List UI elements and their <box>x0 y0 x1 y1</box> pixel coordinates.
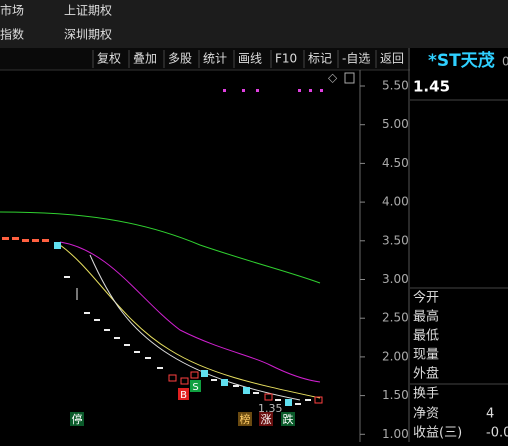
candle <box>22 239 29 242</box>
toolbar-button[interactable]: 统计 <box>203 52 227 66</box>
candle <box>168 374 177 382</box>
price-label: 3.50 <box>382 233 409 247</box>
quote-label: 最高 <box>413 309 439 325</box>
candles <box>2 237 323 406</box>
toolbar-button[interactable]: 叠加 <box>133 52 157 66</box>
toolbar-button[interactable]: 复权 <box>97 52 121 66</box>
quote-value: -0.0 <box>486 426 508 441</box>
candle <box>54 242 61 249</box>
stock-name: *ST天茂 <box>428 50 495 71</box>
ma-line <box>89 254 301 401</box>
candle <box>221 379 228 386</box>
candle <box>32 239 39 242</box>
stock-price: 1.45 <box>413 78 450 96</box>
icon[interactable]: ◇ <box>328 71 338 85</box>
fall-label: 跌 <box>283 412 294 426</box>
quote-label: 收益(三) <box>413 426 462 441</box>
fall-marker <box>281 412 295 426</box>
quote-label: 现量 <box>413 348 439 363</box>
quote-label: 净资 <box>413 407 439 422</box>
candle <box>201 370 208 377</box>
candle <box>190 371 199 379</box>
price-label: 4.00 <box>382 195 409 209</box>
toolbar-button[interactable]: 返回 <box>380 52 404 66</box>
quote-value: 4 <box>486 407 494 422</box>
price-label: 3.00 <box>382 272 409 286</box>
low-label: 1.35 <box>258 402 283 415</box>
menu-item[interactable]: 深圳期权 <box>64 28 112 42</box>
price-label: 5.00 <box>382 117 409 131</box>
menu-item[interactable]: 指数 <box>0 27 24 42</box>
candle <box>12 237 19 240</box>
rise-marker <box>259 412 273 426</box>
candle <box>42 239 49 242</box>
price-label: 2.00 <box>382 349 409 363</box>
toolbar-button[interactable]: -自选 <box>342 52 370 66</box>
toolbar-button[interactable]: 标记 <box>308 52 332 66</box>
toolbar-button[interactable]: 多股 <box>168 52 192 66</box>
rise-label: 涨 <box>261 413 272 426</box>
candle <box>180 377 189 385</box>
price-label: 2.50 <box>382 311 409 325</box>
toolbar-button[interactable]: F10 <box>275 52 297 66</box>
suspend-marker <box>70 412 84 426</box>
rank-label: 榜 <box>240 412 251 426</box>
quote-label: 外盘 <box>413 366 439 382</box>
price-label: 1.00 <box>382 427 409 441</box>
price-axis: 5.50 5.00 4.50 4.00 3.50 3.00 2.50 2.00 1.50 1.00 <box>360 79 409 441</box>
buy-label: B <box>180 390 187 401</box>
rank-marker <box>238 412 252 426</box>
quote-label: 换手 <box>413 387 439 402</box>
toolbar-buttons: 复权 叠加 多股 统计 画线 F10 标记 -自选 返回 <box>92 50 404 68</box>
menu-item[interactable]: 市场 <box>0 3 24 18</box>
ma-line <box>0 211 321 284</box>
icon[interactable] <box>344 72 355 84</box>
candle <box>264 393 273 401</box>
ma-line <box>59 244 321 399</box>
price-label: 5.50 <box>382 79 409 93</box>
signal-dots <box>223 89 323 92</box>
menu-item[interactable]: 上证期权 <box>64 4 112 18</box>
buy-marker <box>178 388 189 400</box>
sell-label: S <box>192 382 198 393</box>
candle <box>243 387 250 394</box>
candle <box>285 399 292 406</box>
toolbar <box>0 48 410 70</box>
quote-label: 最低 <box>413 329 439 344</box>
ma-line <box>59 241 321 383</box>
candle <box>314 396 323 404</box>
price-label: 1.50 <box>382 388 409 402</box>
candle <box>2 237 9 240</box>
suspend-label: 停 <box>72 412 83 426</box>
price-label: 4.50 <box>382 156 409 170</box>
quote-label: 今开 <box>413 290 439 306</box>
stock-code: 0 <box>502 55 508 69</box>
sell-marker <box>190 380 201 392</box>
toolbar-button[interactable]: 画线 <box>238 52 262 66</box>
menu-bar <box>0 0 508 48</box>
